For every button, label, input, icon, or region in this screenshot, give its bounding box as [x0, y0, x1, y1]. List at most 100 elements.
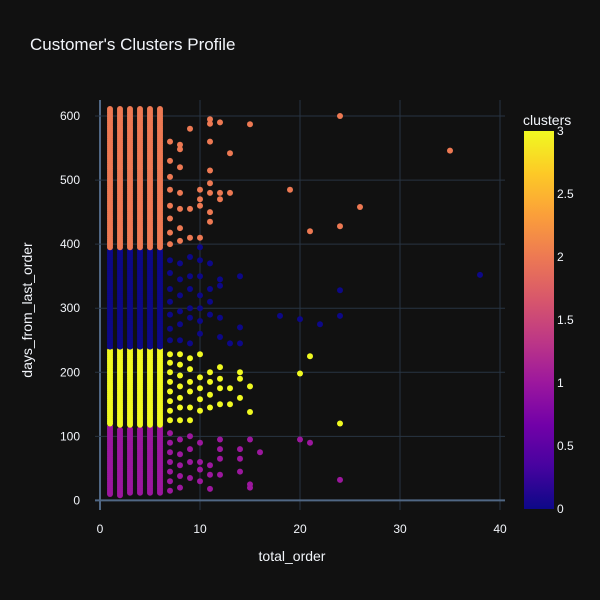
data-point [187, 234, 193, 241]
data-point [207, 167, 213, 174]
data-point [207, 471, 213, 478]
data-point [197, 234, 203, 241]
data-point [167, 459, 173, 465]
data-point [207, 218, 213, 225]
y-axis-ticks: 0 100 200 300 400 500 600 [60, 109, 80, 507]
data-point [207, 369, 213, 376]
data-point [217, 436, 223, 443]
data-point [197, 273, 203, 280]
data-point [197, 202, 203, 209]
data-point [177, 451, 183, 458]
data-point [117, 106, 123, 112]
data-point [167, 298, 173, 305]
data-point [197, 374, 203, 381]
data-point [137, 426, 143, 433]
data-point [337, 113, 343, 119]
data-point [237, 394, 243, 401]
y-tick-label: 200 [60, 365, 80, 379]
data-point [227, 189, 233, 196]
data-point [177, 404, 183, 411]
data-point [207, 311, 213, 318]
data-point [167, 398, 173, 405]
data-point [177, 351, 183, 358]
data-point [167, 378, 173, 385]
data-point [197, 396, 203, 403]
data-point [197, 466, 203, 473]
data-point [287, 186, 293, 193]
data-point [217, 375, 223, 382]
data-point [227, 385, 233, 392]
data-point [257, 449, 263, 456]
data-point [227, 401, 233, 408]
data-point [247, 481, 253, 488]
data-point [167, 351, 173, 358]
data-point [197, 385, 203, 392]
colorbar-tick-label: 0 [557, 502, 564, 516]
data-point [167, 407, 173, 414]
data-point [177, 260, 183, 267]
colorbar-tick-label: 3 [557, 124, 564, 138]
data-point [217, 334, 223, 340]
data-point [177, 383, 183, 390]
colorbar-tick-label: 2 [557, 250, 564, 264]
data-point [167, 417, 173, 424]
data-point [167, 138, 173, 145]
data-point [207, 120, 213, 127]
x-axis-ticks: 0 10 20 30 40 [97, 522, 507, 536]
data-point [207, 180, 213, 187]
data-point [217, 385, 223, 392]
colorbar-ticks: 0 0.5 1 1.5 2 2.5 3 [557, 124, 574, 516]
data-point [207, 404, 213, 411]
data-point [237, 455, 243, 462]
data-point [207, 138, 213, 145]
data-point [247, 409, 253, 415]
y-tick-label: 500 [60, 173, 80, 187]
data-point [207, 298, 213, 305]
x-tick-label: 30 [393, 522, 407, 536]
data-point [207, 378, 213, 385]
data-point [177, 473, 183, 479]
data-point [307, 228, 313, 235]
data-point [167, 270, 173, 276]
gridlines [95, 100, 505, 510]
y-tick-label: 300 [60, 301, 80, 315]
data-point [237, 340, 243, 347]
data-point [177, 337, 183, 344]
data-point [187, 366, 193, 373]
data-point [167, 369, 173, 376]
data-point [447, 147, 453, 154]
data-point [167, 388, 173, 395]
data-point [187, 314, 193, 321]
data-point [197, 305, 203, 312]
data-point [237, 375, 243, 382]
data-point [167, 325, 173, 332]
data-point [297, 436, 303, 443]
data-point [197, 459, 203, 465]
data-point [177, 372, 183, 379]
data-point [127, 426, 133, 433]
data-point [217, 189, 223, 196]
data-point [177, 292, 183, 299]
data-point [167, 487, 173, 494]
data-point [207, 116, 213, 123]
data-point [177, 394, 183, 401]
data-points [107, 106, 483, 499]
colorbar-title: clusters [523, 112, 571, 128]
data-point [177, 237, 183, 244]
data-point [307, 439, 313, 446]
data-point [127, 106, 133, 112]
data-point [277, 312, 283, 319]
data-point [337, 287, 343, 294]
data-point [187, 378, 193, 385]
data-point [167, 359, 173, 366]
x-axis-title: total_order [259, 548, 326, 564]
data-point [167, 337, 173, 344]
data-point [217, 471, 223, 478]
data-point [227, 150, 233, 157]
data-point [107, 106, 113, 112]
data-point [177, 308, 183, 315]
data-point [177, 189, 183, 196]
data-point [177, 321, 183, 328]
y-tick-label: 600 [60, 109, 80, 123]
data-point [177, 361, 183, 368]
